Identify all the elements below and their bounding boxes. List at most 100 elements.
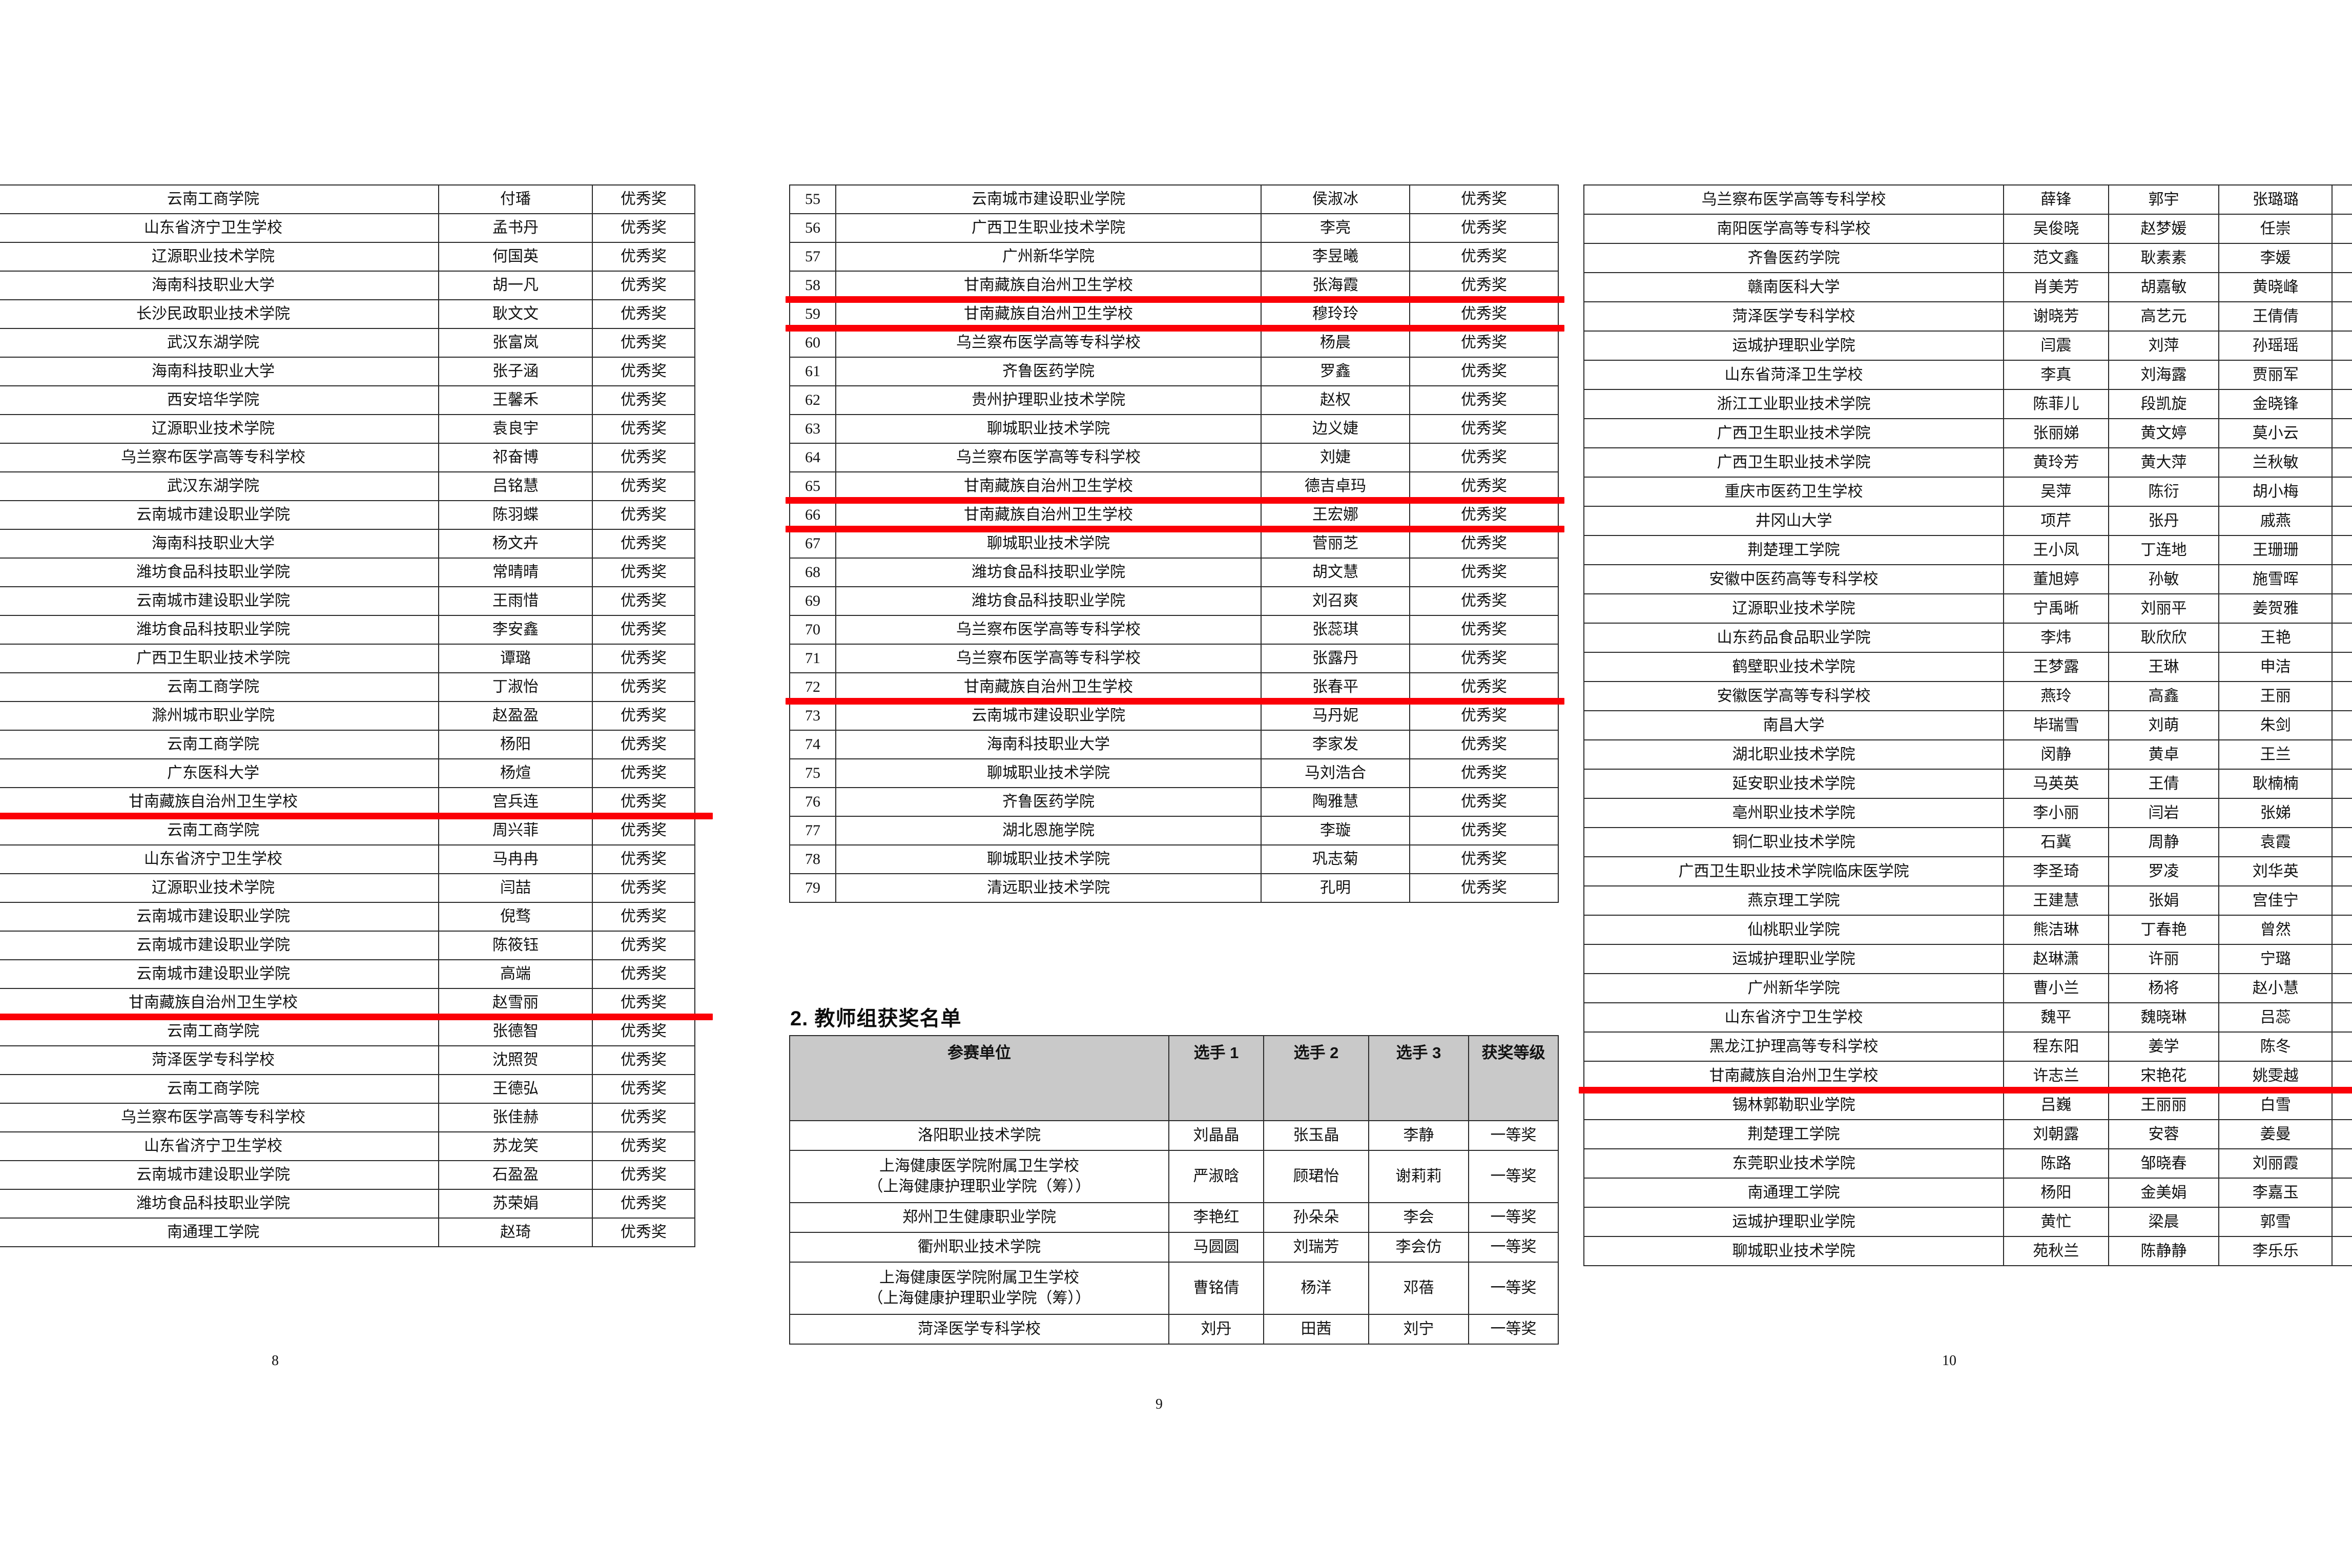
award-cell: 二等 (2332, 652, 2352, 682)
award-cell: 二等 (2332, 301, 2352, 332)
name-cell: 杨晨 (1261, 328, 1410, 358)
table-row: 云南工商学院 周兴菲 优秀奖 (0, 816, 695, 845)
award-cell: 三等 (2332, 915, 2352, 945)
unit-cell: 云南工商学院 (0, 1074, 439, 1104)
award-cell: 优秀奖 (1409, 414, 1559, 444)
name-cell: 陶雅慧 (1261, 787, 1410, 817)
student-award-table-page8: 云南工商学院 付璠 优秀奖 山东省济宁卫生学校 孟书丹 优秀奖 辽源职业技术学院 何国英 优秀奖… (0, 184, 695, 1247)
player3-cell: 兰秋敏 (2218, 447, 2333, 478)
name-cell: 李安鑫 (438, 615, 593, 645)
player2-cell: 邹晓春 (2108, 1148, 2220, 1179)
award-cell: 优秀奖 (1409, 787, 1559, 817)
red-underline-marker (786, 698, 1564, 705)
award-cell: 二等 (2332, 447, 2352, 478)
award-cell: 优秀奖 (592, 558, 695, 587)
award-cell: 优秀奖 (1409, 615, 1559, 645)
award-cell: 优秀奖 (1409, 701, 1559, 731)
row-number-cell: 70 (789, 615, 836, 645)
table-row: 广西卫生职业技术学院 谭璐 优秀奖 (0, 644, 695, 673)
player1-cell: 陈菲儿 (2003, 389, 2109, 419)
player2-cell: 许丽 (2108, 944, 2220, 974)
player1-cell: 张丽娣 (2003, 418, 2109, 448)
unit-cell: 菏泽医学专科学校 (789, 1314, 1169, 1345)
unit-cell: 长沙民政职业技术学院 (0, 299, 439, 329)
table-row: 上海健康医学院附属卫生学校 （上海健康护理职业学院（筹）） 严淑晗 顾珺怡 谢莉莉 一等奖 (789, 1150, 1559, 1203)
player3-cell: 朱剑 (2218, 710, 2333, 740)
award-cell: 三等 (2332, 1031, 2352, 1062)
player1-cell: 马圆圆 (1168, 1232, 1264, 1263)
player3-cell: 胡小梅 (2218, 477, 2333, 507)
table-row: 上海健康医学院附属卫生学校 （上海健康护理职业学院（筹）） 曹铭倩 杨洋 邓蓓 一等奖 (789, 1262, 1559, 1315)
name-cell: 陈筱钰 (438, 931, 593, 960)
player2-cell: 刘萍 (2108, 331, 2220, 361)
award-cell: 一等奖 (1468, 1150, 1559, 1203)
page-number-10: 10 (1942, 1353, 1956, 1369)
award-cell: 三等 (2332, 1119, 2352, 1149)
table-row: 广西卫生职业技术学院临床医学院李圣琦罗凌刘华英三等 (1583, 856, 2352, 886)
unit-cell: 齐鲁医药学院 (835, 787, 1262, 817)
row-number-cell: 75 (789, 758, 836, 788)
name-cell: 张春平 (1261, 672, 1410, 702)
player3-cell: 戚燕 (2218, 506, 2333, 536)
unit-cell: 甘南藏族自治州卫生学校 (0, 988, 439, 1018)
unit-cell: 菏泽医学专科学校 (1583, 301, 2004, 332)
row-number-cell: 56 (789, 213, 836, 243)
table-row: 山东省菏泽卫生学校李真刘海露贾丽军二等 (1583, 360, 2352, 390)
player1-cell: 李炜 (2003, 623, 2109, 653)
table-row: 70 乌兰察布医学高等专科学校 张蕊琪 优秀奖 (789, 615, 1559, 645)
player3-cell: 张璐璐 (2218, 184, 2333, 215)
name-cell: 张海霞 (1261, 271, 1410, 300)
award-cell: 优秀奖 (1409, 443, 1559, 472)
unit-cell: 安徽中医药高等专科学校 (1583, 564, 2004, 594)
player2-cell: 杨洋 (1263, 1262, 1369, 1315)
unit-cell: 云南城市建设职业学院 (0, 586, 439, 616)
unit-cell: 聊城职业技术学院 (835, 414, 1262, 444)
unit-cell: 甘南藏族自治州卫生学校 (835, 500, 1262, 530)
table-row: 云南工商学院 张德智 优秀奖 (0, 1017, 695, 1046)
name-cell: 何国英 (438, 242, 593, 272)
table-row: 75 聊城职业技术学院 马刘浩合 优秀奖 (789, 758, 1559, 788)
row-number-cell: 71 (789, 644, 836, 673)
row-number-cell: 55 (789, 184, 836, 214)
player1-cell: 马英英 (2003, 769, 2109, 799)
unit-cell: 山东省济宁卫生学校 (0, 1131, 439, 1161)
player1-cell: 黄忙 (2003, 1207, 2109, 1237)
teacher-section-heading: 2. 教师组获奖名单 (790, 1007, 962, 1030)
player1-cell: 宁禹晰 (2003, 593, 2109, 624)
award-cell: 三等 (2332, 710, 2352, 740)
table-row: 68 潍坊食品科技职业学院 胡文慧 优秀奖 (789, 558, 1559, 587)
player2-cell: 胡嘉敏 (2108, 272, 2220, 302)
unit-cell: 广东医科大学 (0, 758, 439, 788)
unit-cell: 广西卫生职业技术学院 (1583, 447, 2004, 478)
table-row: 56 广西卫生职业技术学院 李亮 优秀奖 (789, 213, 1559, 243)
column-header-1: 选手 1 (1168, 1035, 1264, 1121)
player3-cell: 贾丽军 (2218, 360, 2333, 390)
player1-cell: 黄玲芳 (2003, 447, 2109, 478)
award-cell: 优秀奖 (592, 873, 695, 903)
unit-cell: 潍坊食品科技职业学院 (0, 1189, 439, 1219)
table-row: 60 乌兰察布医学高等专科学校 杨晨 优秀奖 (789, 328, 1559, 358)
unit-cell: 云南城市建设职业学院 (0, 902, 439, 932)
table-row: 长沙民政职业技术学院 耿文文 优秀奖 (0, 299, 695, 329)
table-row: 山东省济宁卫生学校魏平魏晓琳吕蕊三等 (1583, 1002, 2352, 1033)
unit-cell: 仙桃职业学院 (1583, 915, 2004, 945)
name-cell: 王馨禾 (438, 385, 593, 415)
player3-cell: 王倩倩 (2218, 301, 2333, 332)
player2-cell: 王琳 (2108, 652, 2220, 682)
player2-cell: 刘丽平 (2108, 593, 2220, 624)
table-row: 63 聊城职业技术学院 边义婕 优秀奖 (789, 414, 1559, 444)
award-cell: 优秀奖 (592, 385, 695, 415)
award-cell: 优秀奖 (1409, 242, 1559, 272)
table-body: 洛阳职业技术学院 刘晶晶 张玉晶 李静 一等奖 上海健康医学院附属卫生学校 （上海健康护理职… (789, 1120, 1559, 1345)
player2-cell: 田茜 (1263, 1314, 1369, 1345)
player3-cell: 刘华英 (2218, 856, 2333, 886)
player3-cell: 谢莉莉 (1368, 1150, 1469, 1203)
award-cell: 一等奖 (1468, 1120, 1559, 1151)
row-number-cell: 76 (789, 787, 836, 817)
unit-cell: 海南科技职业大学 (0, 271, 439, 300)
name-cell: 张子涵 (438, 357, 593, 386)
table-row: 菏泽医学专科学校谢晓芳高艺元王倩倩二等 (1583, 301, 2352, 332)
unit-cell: 广西卫生职业技术学院 (1583, 418, 2004, 448)
player2-cell: 刘海露 (2108, 360, 2220, 390)
table-row: 安徽医学高等专科学校燕玲高鑫王丽二等 (1583, 681, 2352, 711)
